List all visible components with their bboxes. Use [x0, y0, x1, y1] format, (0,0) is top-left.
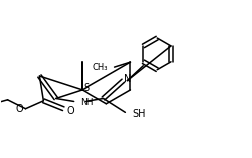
Text: SH: SH	[132, 109, 145, 119]
Text: N: N	[123, 74, 131, 84]
Text: O: O	[66, 106, 74, 116]
Text: O: O	[16, 104, 23, 114]
Text: S: S	[83, 83, 89, 93]
Text: NH: NH	[79, 98, 93, 107]
Text: CH₃: CH₃	[92, 63, 107, 72]
